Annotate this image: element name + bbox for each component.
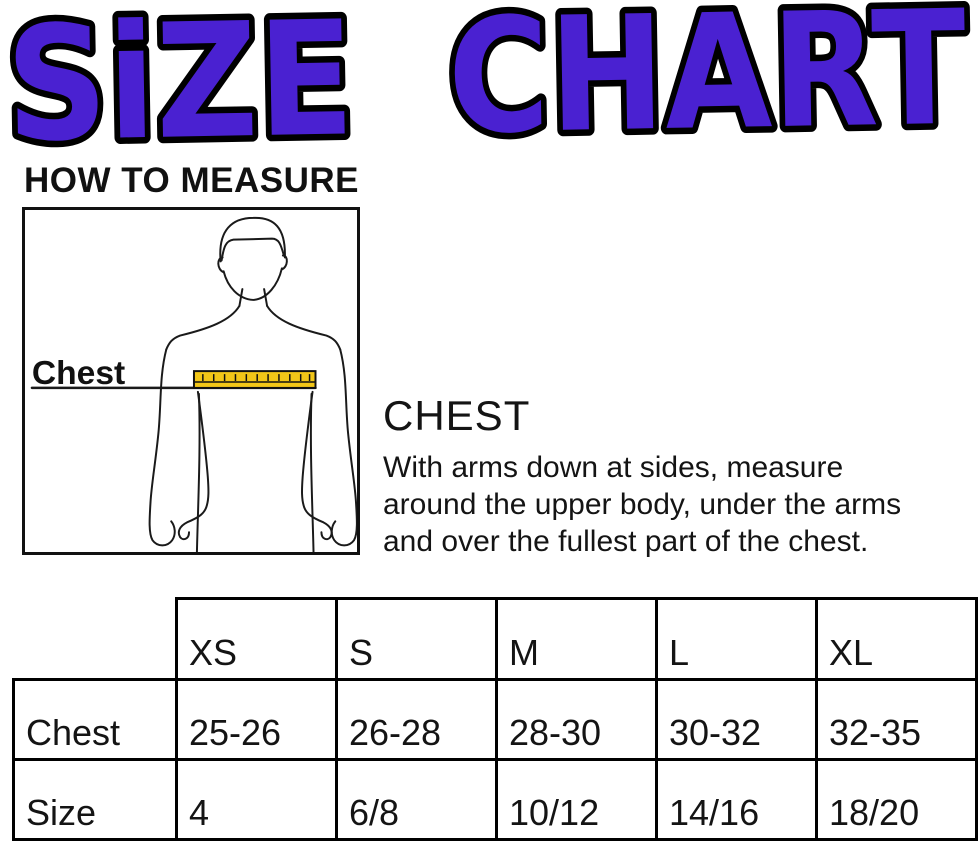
column-header-xl: XL [815, 597, 978, 681]
figure-hairline [220, 237, 285, 262]
figure-right-shoulder [266, 304, 342, 351]
chest-section-heading: CHEST [383, 392, 531, 439]
figure-right-torso [309, 392, 315, 552]
figure-face [222, 267, 283, 301]
tape-tick-marks [202, 374, 311, 381]
table-cell: 30-32 [655, 678, 818, 761]
column-header-l: L [655, 597, 818, 681]
how-to-measure-heading: HOW TO MEASURE [24, 161, 359, 200]
table-cell: 4 [175, 758, 338, 841]
table-row-chest: Chest 25-26 26-28 28-30 30-32 32-35 [12, 678, 978, 761]
table-cell: 10/12 [495, 758, 658, 841]
figure-right-inner-arm [301, 390, 333, 541]
row-label-chest: Chest [12, 678, 178, 761]
chest-instructions: With arms down at sides, measure around … [383, 449, 901, 560]
figure-right-arm [330, 348, 357, 547]
table-cell: 18/20 [815, 758, 978, 841]
table-cell: 6/8 [335, 758, 498, 841]
column-header-m: M [495, 597, 658, 681]
size-table-header-row: XS S M L XL [14, 597, 978, 681]
column-header-xs: XS [175, 597, 338, 681]
table-cell: 32-35 [815, 678, 978, 761]
table-row-size: Size 4 6/8 10/12 14/16 18/20 [12, 758, 978, 841]
figure-left-torso [195, 392, 201, 552]
column-header-s: S [335, 597, 498, 681]
size-table: XS S M L XL Chest 25-26 26-28 28-30 30-3… [12, 597, 978, 841]
measurement-diagram: Chest [22, 207, 360, 555]
chest-label: Chest [32, 355, 125, 392]
table-cell: 14/16 [655, 758, 818, 841]
table-cell: 28-30 [495, 678, 658, 761]
figure-hair [219, 216, 286, 263]
row-label-size: Size [12, 758, 178, 841]
figure-neck [238, 288, 269, 307]
title-word-chart: CHART [446, 0, 967, 152]
figure-left-inner-arm [177, 390, 210, 541]
figure-left-arm [148, 348, 176, 547]
instruction-line: With arms down at sides, measure [383, 451, 844, 484]
table-cell: 26-28 [335, 678, 498, 761]
figure-left-shoulder [165, 304, 241, 351]
body-outline-illustration: Chest [30, 216, 357, 552]
measuring-tape [192, 370, 317, 389]
instruction-line: and over the fullest part of the chest. [383, 525, 869, 558]
table-corner-cell [14, 599, 177, 680]
figure-left-ear [217, 256, 225, 274]
title-word-size: SiZE [4, 0, 355, 152]
size-chart-title: SiZE CHART [0, 0, 974, 152]
instruction-line: around the upper body, under the arms [383, 488, 902, 521]
table-cell: 25-26 [175, 678, 338, 761]
figure-right-ear [280, 254, 288, 271]
